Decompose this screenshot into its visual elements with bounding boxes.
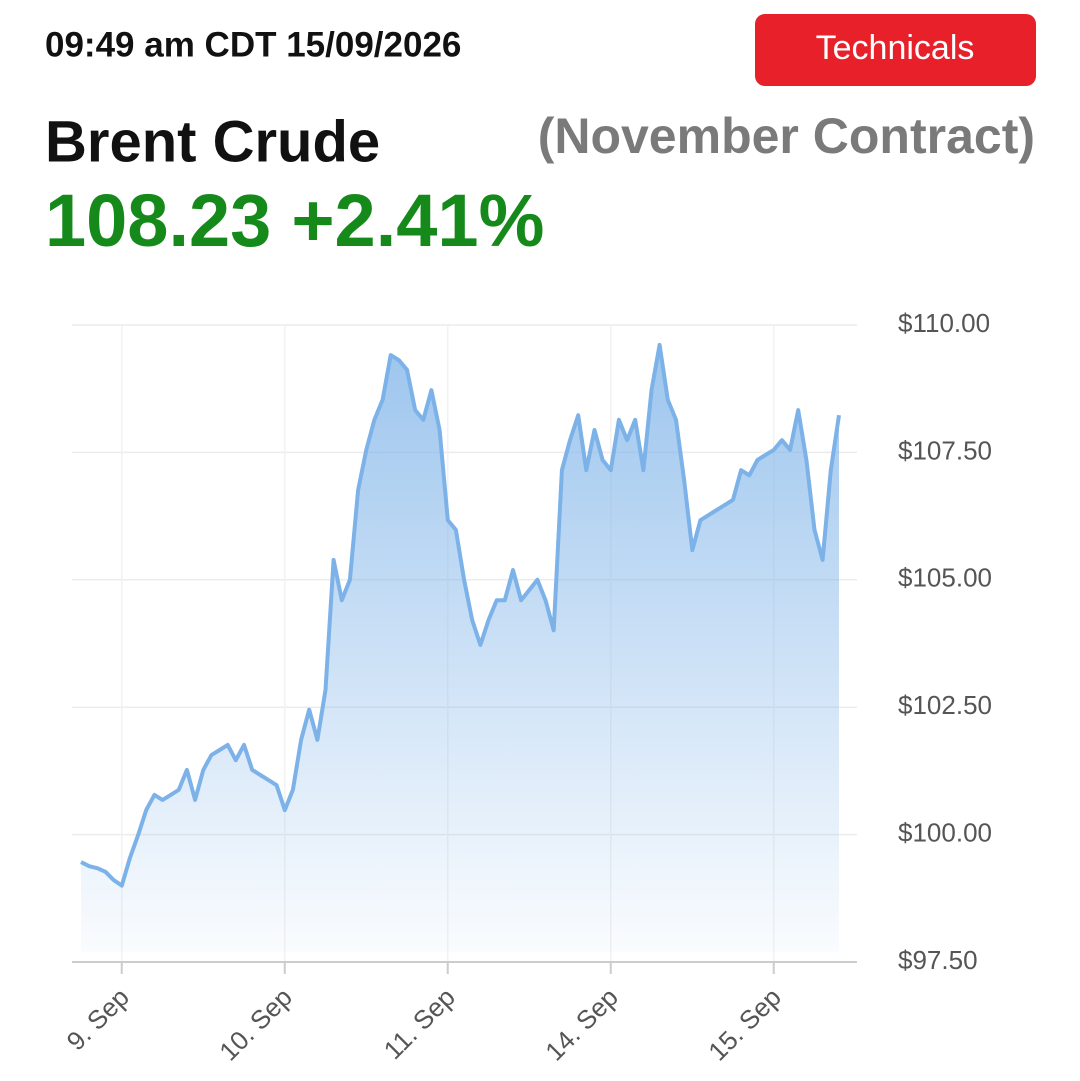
timestamp: 09:49 am CDT 15/09/2026 bbox=[45, 25, 461, 64]
y-tick-label: $97.50 bbox=[898, 945, 978, 975]
area bbox=[81, 344, 839, 952]
x-tick-label: 14. Sep bbox=[539, 982, 624, 1067]
technicals-button[interactable]: Technicals bbox=[755, 14, 1036, 86]
x-tick-label: 10. Sep bbox=[213, 982, 298, 1067]
contract: (November Contract) bbox=[538, 108, 1035, 164]
y-tick-label: $110.00 bbox=[898, 308, 990, 338]
instrument: Brent Crude bbox=[45, 109, 380, 174]
button-bg[interactable] bbox=[755, 14, 1036, 86]
price-change: +2.41% bbox=[291, 179, 544, 262]
x-tick-label: 15. Sep bbox=[702, 982, 787, 1067]
button-label[interactable]: Technicals bbox=[816, 29, 975, 67]
x-tick-label: 11. Sep bbox=[378, 982, 461, 1065]
price-value: 108.23 bbox=[45, 179, 271, 262]
y-tick-label: $100.00 bbox=[898, 817, 992, 847]
x-tick-label: 9. Sep bbox=[60, 982, 134, 1056]
price: 108.23 +2.41% bbox=[45, 179, 544, 262]
line bbox=[80, 342, 841, 888]
y-tick-label: $102.50 bbox=[898, 690, 992, 720]
y-tick-label: $107.50 bbox=[898, 435, 992, 465]
y-tick-label: $105.00 bbox=[898, 563, 992, 593]
